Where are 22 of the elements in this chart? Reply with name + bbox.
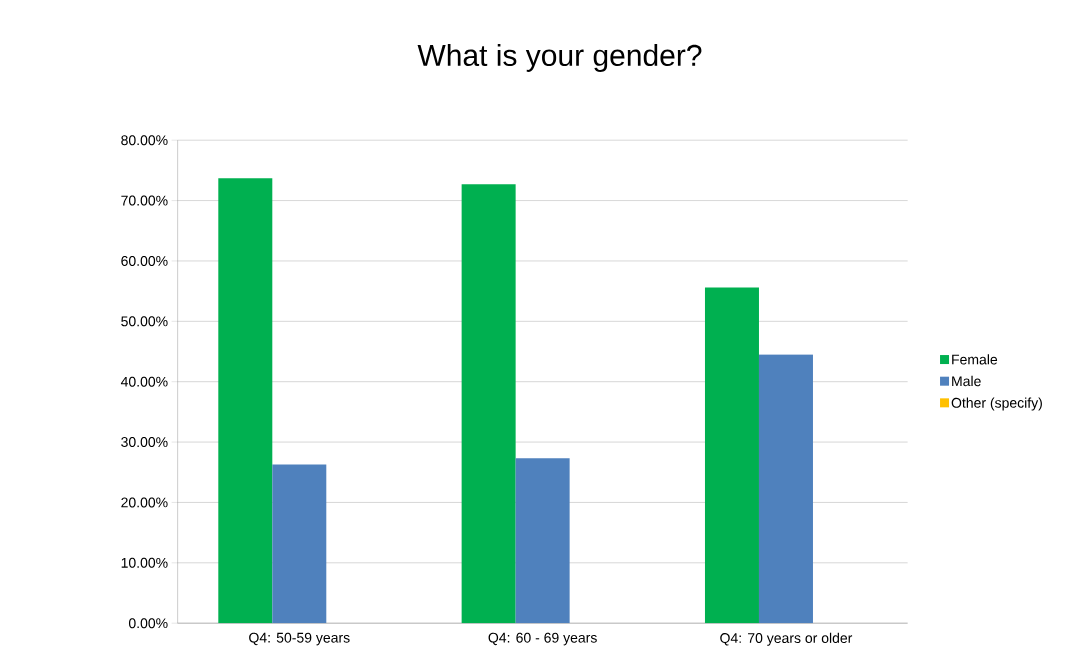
bar xyxy=(272,464,327,624)
y-tick-label: 10.00% xyxy=(121,557,168,568)
bar xyxy=(218,178,273,624)
y-tick-label: 70.00% xyxy=(121,195,168,206)
legend-label: Other (specify) xyxy=(951,397,1042,411)
y-tick-label: 0.00% xyxy=(128,618,168,629)
y-tick-label: 40.00% xyxy=(120,376,168,387)
bar xyxy=(515,458,570,624)
x-tick-label: Q4: 70 years or older xyxy=(720,632,853,646)
bar xyxy=(704,287,759,624)
chart-title: What is your gender? xyxy=(417,44,702,72)
y-tick-label: 30.00% xyxy=(121,437,168,448)
bar xyxy=(758,354,813,624)
legend-label: Female xyxy=(952,354,998,365)
x-tick-label: Q4: 50-59 years xyxy=(249,632,350,646)
y-tick-label: 80.00% xyxy=(121,135,168,146)
legend-label: Male xyxy=(952,375,981,387)
y-tick-label: 20.00% xyxy=(121,497,168,508)
y-tick-label: 50.00% xyxy=(121,316,168,327)
y-tick-label: 60.00% xyxy=(121,255,168,266)
x-tick-label: Q4: 60 - 69 years xyxy=(488,632,597,646)
bar xyxy=(461,184,516,624)
